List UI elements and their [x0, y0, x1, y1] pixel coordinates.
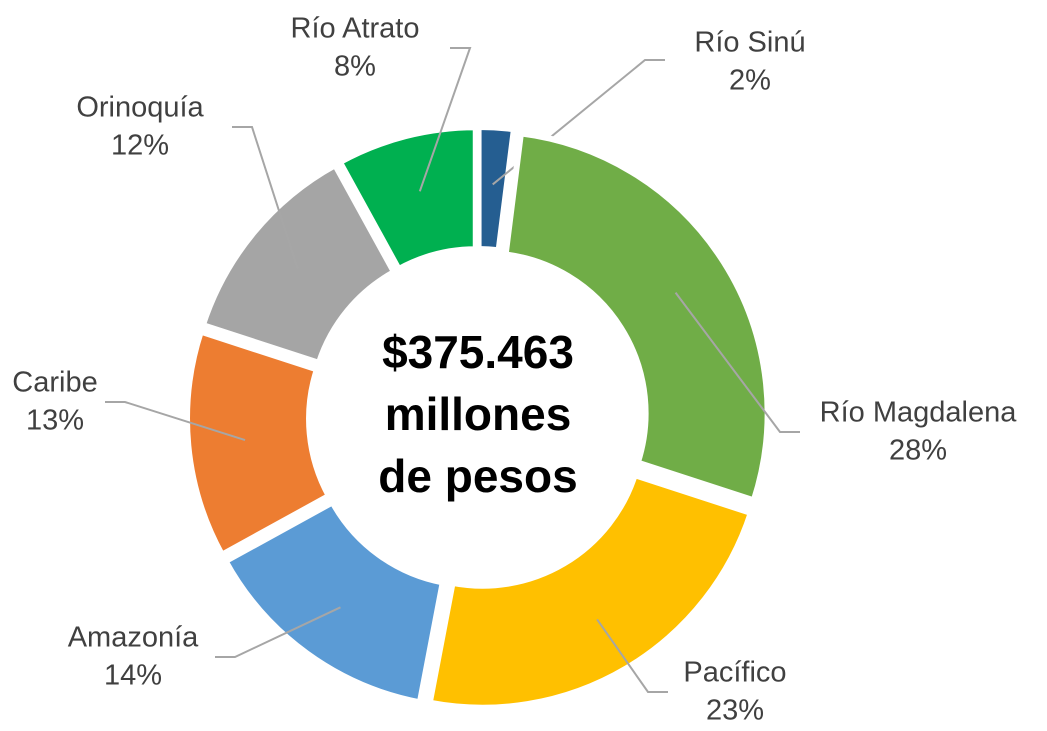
center-annotation: $375.463: [382, 326, 574, 378]
slice-value-label: 13%: [26, 405, 84, 437]
leader-line: [418, 47, 472, 192]
donut-slice: [426, 471, 755, 711]
slice-value-label: 23%: [706, 695, 764, 727]
slice-label: Río Sinú: [694, 27, 805, 59]
slice-label: Pacífico: [683, 657, 786, 689]
leader-line: [674, 292, 800, 433]
donut-slice: [199, 161, 399, 367]
slice-value-label: 14%: [104, 660, 162, 692]
slice-label: Caribe: [12, 367, 97, 399]
donut-slice: [184, 327, 333, 559]
slice-label: Amazonía: [68, 622, 199, 654]
slice-value-label: 28%: [889, 435, 947, 467]
leader-line: [105, 401, 246, 441]
slice-label: Río Magdalena: [820, 397, 1018, 429]
leader-line: [232, 126, 299, 270]
center-annotation: millones: [385, 388, 572, 440]
leader-line: [596, 618, 668, 693]
leader-line: [215, 606, 341, 658]
center-annotation: de pesos: [378, 450, 577, 502]
donut-slice: [475, 124, 518, 254]
slice-label: Orinoquía: [76, 92, 204, 124]
slice-value-label: 8%: [334, 51, 376, 83]
slice-value-label: 12%: [111, 130, 169, 162]
donut-slice: [335, 124, 479, 274]
slice-label: Río Atrato: [291, 13, 420, 45]
donut-slice: [502, 130, 771, 505]
slice-value-label: 2%: [729, 65, 771, 97]
donut-slice: [221, 498, 447, 706]
